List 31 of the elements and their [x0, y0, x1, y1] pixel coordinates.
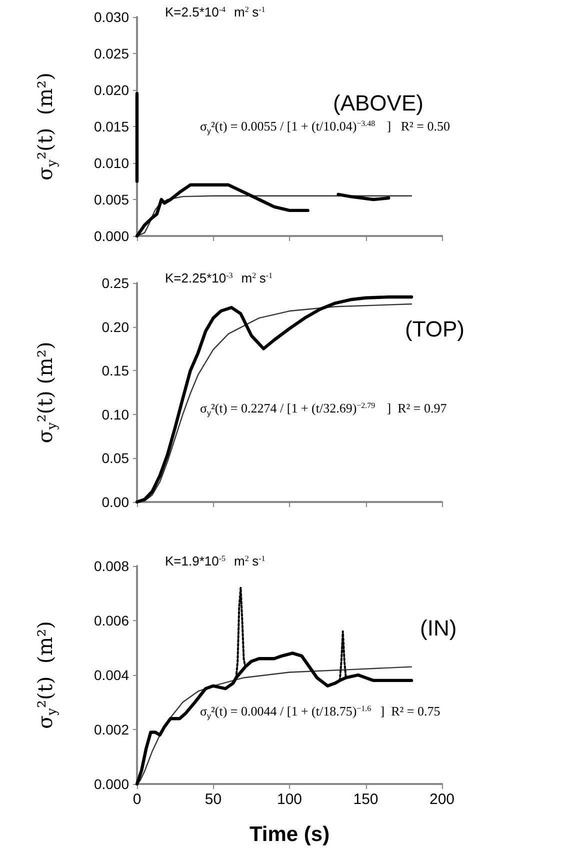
line-series: [135, 183, 310, 238]
y-tick-label: 0.15: [102, 362, 130, 379]
y-tick-label: 0.20: [102, 318, 130, 335]
annotation: (ABOVE): [333, 90, 424, 116]
y-tick-label: 0.025: [94, 46, 130, 62]
annotation: (TOP): [405, 316, 464, 342]
y-tick-label: 0.010: [94, 155, 130, 171]
y-tick-label: 0.00: [102, 494, 130, 510]
x-axis-title: Time (s): [249, 823, 330, 846]
y-axis-title: σy²(t) (m²): [33, 621, 60, 729]
y-tick-label: 0.030: [94, 9, 130, 25]
x-tick-label: 50: [204, 791, 222, 808]
y-tick-label: 0.006: [94, 612, 130, 628]
y-tick-label: 0.000: [94, 228, 130, 244]
y-tick-label: 0.05: [102, 450, 130, 466]
y-tick-label: 0.10: [102, 406, 130, 422]
y-tick-label: 0.008: [94, 558, 130, 574]
y-tick-label: 0.015: [94, 118, 130, 134]
x-tick-label: 200: [429, 791, 455, 808]
y-tick-label: 0.020: [94, 82, 130, 98]
y-tick-label: 0.25: [102, 275, 130, 291]
x-tick-label: 0: [132, 791, 142, 808]
x-tick-label: 100: [276, 791, 302, 808]
y-tick-label: 0.002: [94, 722, 130, 738]
y-axis-title: σy²(t) (m²): [33, 72, 60, 180]
y-tick-label: 0.005: [94, 192, 130, 208]
y-axis-title: σy²(t) (m²): [33, 342, 60, 444]
y-tick-label: 0.000: [94, 776, 130, 792]
y-tick-label: 0.004: [94, 667, 130, 683]
x-tick-label: 150: [353, 791, 378, 808]
annotation: (IN): [420, 616, 457, 640]
